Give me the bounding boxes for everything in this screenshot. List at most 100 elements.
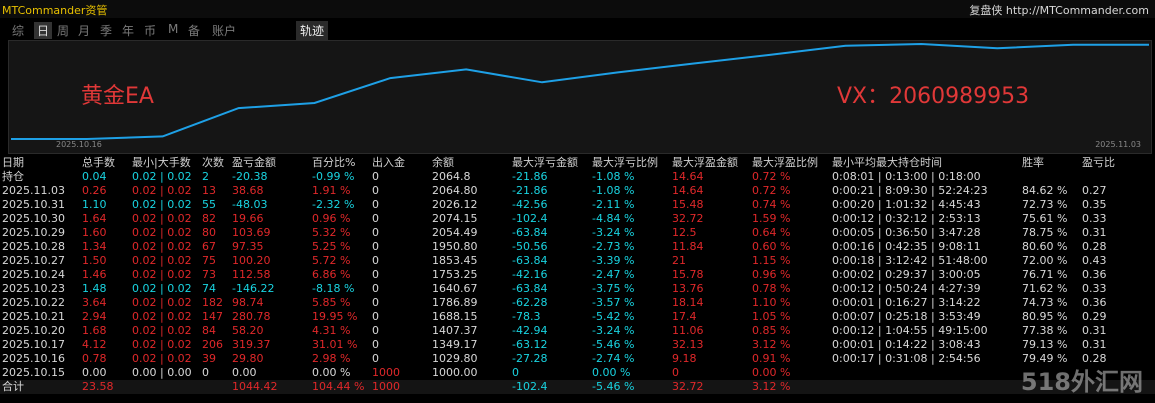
tab[interactable]: 备 [188, 24, 201, 38]
table-cell: 0:00:05 | 0:36:50 | 3:47:28 [832, 226, 981, 239]
table-cell: 112.58 [232, 268, 271, 281]
table-cell: -27.28 [512, 352, 548, 365]
table-cell: -2.47 % [592, 268, 635, 281]
table-cell: 11.06 [672, 324, 704, 337]
table-cell: 0:08:01 | 0:13:00 | 0:18:00 [832, 170, 981, 183]
table-cell: 72.00 % [1022, 254, 1068, 267]
table-cell: 2025.10.22 [2, 296, 65, 309]
table-cell: 1044.42 [232, 380, 278, 393]
table-cell: 2025.10.20 [2, 324, 65, 337]
tab[interactable]: 月 [78, 24, 91, 38]
table-cell: 73 [202, 268, 216, 281]
table-cell: 11.84 [672, 240, 704, 253]
tab[interactable]: 季 [100, 24, 113, 38]
table-cell: 182 [202, 296, 223, 309]
table-cell: 0 [372, 352, 379, 365]
table-cell: 2 [202, 170, 209, 183]
table-cell: 1.10 [82, 198, 107, 211]
start-label: 2025.10.16 [56, 140, 102, 149]
table-cell: 5.85 % [312, 296, 351, 309]
table-cell: 0 [372, 310, 379, 323]
table-cell: 74.73 % [1022, 296, 1068, 309]
table-cell: 0 [672, 366, 679, 379]
table-cell: -2.73 % [592, 240, 635, 253]
table-cell: 1.50 [82, 254, 107, 267]
table-cell: 1000.00 [432, 366, 478, 379]
table-cell: -1.08 % [592, 170, 635, 183]
column-header: 次数 [202, 156, 224, 169]
table-cell: 0 [372, 226, 379, 239]
table-cell: 2025.10.31 [2, 198, 65, 211]
table-cell: 103.69 [232, 226, 271, 239]
track-tab[interactable]: 轨迹 [296, 21, 329, 40]
table-cell: 79.49 % [1022, 352, 1068, 365]
table-cell: 0.29 [1082, 310, 1107, 323]
table-cell: 78.75 % [1022, 226, 1068, 239]
table-cell: 0:00:16 | 0:42:35 | 9:08:11 [832, 240, 981, 253]
column-header: 总手数 [82, 156, 115, 169]
table-cell: 0 [372, 170, 379, 183]
table-cell: -102.4 [512, 380, 548, 393]
table-cell: 0.36 [1082, 296, 1107, 309]
table-cell: 4.31 % [312, 324, 351, 337]
table-cell: 0.02 | 0.02 [132, 226, 192, 239]
table-cell: 0.02 | 0.02 [132, 338, 192, 351]
table-cell: 2025.10.27 [2, 254, 65, 267]
table-cell: 98.74 [232, 296, 264, 309]
column-header: 最小平均最大持仓时间 [832, 156, 942, 169]
table-cell: -42.94 [512, 324, 548, 337]
table-cell: 1.10 % [752, 296, 791, 309]
table-cell: 18.14 [672, 296, 704, 309]
table-cell: -3.24 % [592, 226, 635, 239]
table-cell: 0:00:21 | 8:09:30 | 52:24:23 [832, 184, 988, 197]
table-cell: 2025.10.17 [2, 338, 65, 351]
table-cell: 1753.25 [432, 268, 478, 281]
table-cell: 2064.8 [432, 170, 471, 183]
table-cell: 1.91 % [312, 184, 351, 197]
table-cell: 1.64 [82, 212, 107, 225]
table-cell: -0.99 % [312, 170, 355, 183]
table-cell: 23.58 [82, 380, 114, 393]
table-cell: 1.05 % [752, 310, 791, 323]
site-link[interactable]: 复盘侠 http://MTCommander.com [969, 4, 1149, 17]
table-cell: 79.13 % [1022, 338, 1068, 351]
table-cell: 2025.10.30 [2, 212, 65, 225]
table-cell: 0 [372, 212, 379, 225]
table-cell: 0 [512, 366, 519, 379]
table-cell: 5.32 % [312, 226, 351, 239]
tab[interactable]: 账户 [212, 24, 237, 38]
column-header: 最大浮亏金额 [512, 156, 578, 169]
end-label: 2025.11.03 [1095, 140, 1141, 149]
table-cell: 0.00 % [312, 366, 351, 379]
table-cell: 19.66 [232, 212, 264, 225]
table-cell: 0.02 | 0.02 [132, 310, 192, 323]
tab[interactable]: 综 [12, 24, 25, 38]
tab[interactable]: 日 [34, 22, 53, 39]
table-cell: 32.72 [672, 212, 704, 225]
table-cell: 0.33 [1082, 212, 1107, 225]
table-cell: 1688.15 [432, 310, 478, 323]
table-cell: 2025.10.29 [2, 226, 65, 239]
tab[interactable]: 周 [57, 24, 70, 38]
table-cell: -5.46 % [592, 338, 635, 351]
table-cell: 80.95 % [1022, 310, 1068, 323]
tab[interactable]: M [168, 22, 179, 36]
table-cell: 0 [202, 366, 209, 379]
table-cell: 0.72 % [752, 170, 791, 183]
table-cell: 0.85 % [752, 324, 791, 337]
table-cell: 29.80 [232, 352, 264, 365]
column-header: 最大浮盈金额 [672, 156, 738, 169]
table-cell: 100.20 [232, 254, 271, 267]
tab[interactable]: 币 [144, 24, 157, 38]
table-cell: 0 [372, 184, 379, 197]
table-cell: 0.78 % [752, 282, 791, 295]
table-cell: 84.62 % [1022, 184, 1068, 197]
tab[interactable]: 年 [122, 24, 135, 38]
column-header: 余额 [432, 156, 454, 169]
table-cell: 0.04 [82, 170, 107, 183]
table-cell: 31.01 % [312, 338, 358, 351]
table-cell: 76.71 % [1022, 268, 1068, 281]
table-cell: 39 [202, 352, 216, 365]
table-cell: 77.38 % [1022, 324, 1068, 337]
table-cell: 75 [202, 254, 216, 267]
